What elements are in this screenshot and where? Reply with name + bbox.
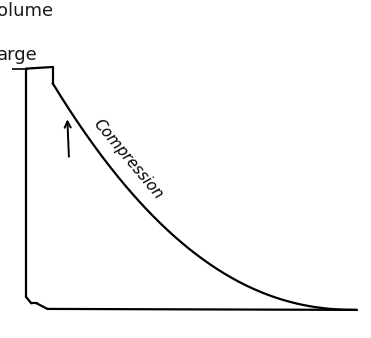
Text: olume: olume xyxy=(0,2,53,20)
Text: Compression: Compression xyxy=(91,116,166,202)
Text: arge: arge xyxy=(0,46,38,64)
